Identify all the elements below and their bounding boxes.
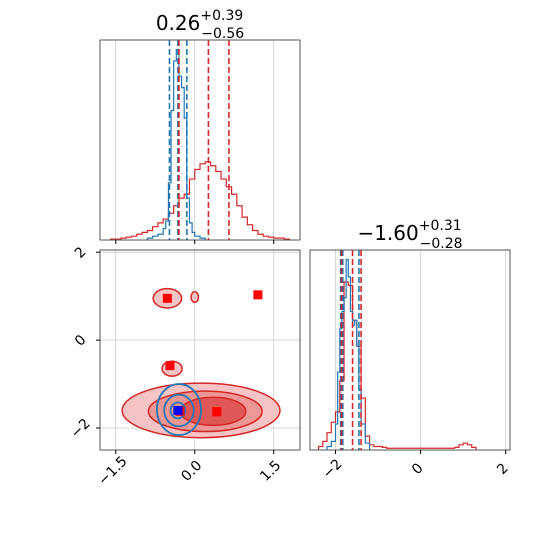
hist-param-1-minus: −0.56 [201,26,244,42]
hist-param-1-plus: +0.39 [200,8,243,24]
hist-param-1-hist-red [109,161,291,240]
red-marker-3 [165,361,175,371]
blue-contour-3 [169,401,187,420]
red-marker-1 [162,293,172,303]
hist-param-1-frame [99,39,301,241]
blue-marker-1 [173,405,183,415]
blue-contour-1 [155,383,202,436]
hist-param-2-minus: −0.28 [420,236,463,252]
hist-param-1-title: 0.26+0.39 −0.56 [156,8,244,42]
scatter-2d-frame [99,249,301,451]
hist-param-1-panel: 0.26+0.39 −0.56 [99,8,301,244]
hist-param-2-title: −1.60+0.31 −0.28 [357,218,462,252]
hist-param-2-hist-blue [326,258,371,450]
hist-param-2-plus: +0.31 [419,218,462,234]
hist-param-1-median: 0.26 [156,11,201,35]
hist-param-2-median: −1.60 [357,221,418,245]
hist-param-2-hist-red [317,281,477,450]
red-island-2 [190,291,200,304]
hist-param-2-frame [309,249,511,451]
blue-contour-2 [163,393,195,428]
red-marker-4 [212,407,222,417]
red-marker-2 [253,290,263,300]
